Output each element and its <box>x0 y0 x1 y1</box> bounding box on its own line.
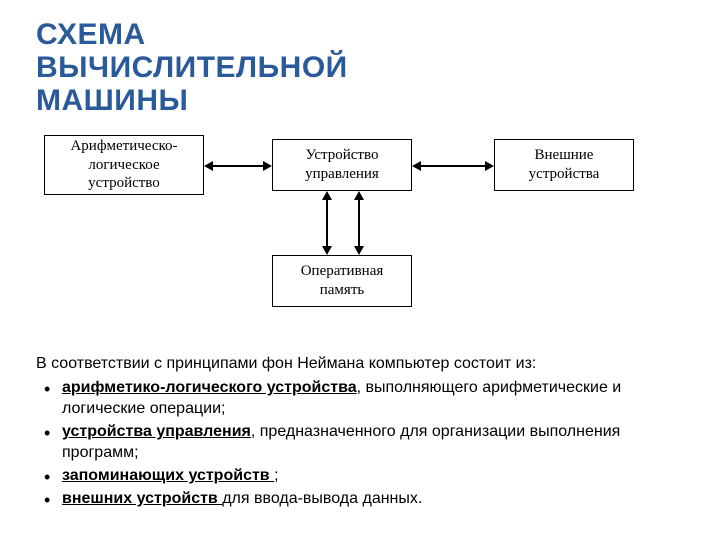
von-neumann-diagram: Арифметическо-логическоеустройство Устрой… <box>36 135 676 325</box>
list-item: устройства управления, предназначенного … <box>36 421 684 464</box>
arrow-head-icon <box>322 191 332 200</box>
list-term: внешних устройств <box>62 490 222 507</box>
page-title: СХЕМА ВЫЧИСЛИТЕЛЬНОЙ МАШИНЫ <box>36 18 684 117</box>
arrow-head-icon <box>263 161 272 171</box>
list-rest: для ввода-вывода данных. <box>222 490 422 507</box>
arrow-head-icon <box>204 161 213 171</box>
list-item: запоминающих устройств ; <box>36 465 684 487</box>
node-cu: Устройствоуправления <box>272 139 412 191</box>
arrow-head-icon <box>354 246 364 255</box>
edge-line <box>420 165 486 167</box>
component-list: арифметико-логического устройства, выпол… <box>36 377 684 510</box>
list-item: арифметико-логического устройства, выпол… <box>36 377 684 420</box>
edge-line <box>358 199 360 247</box>
list-term: арифметико-логического устройства <box>62 379 357 396</box>
list-term: запоминающих устройств <box>62 467 274 484</box>
list-term: устройства управления <box>62 423 251 440</box>
arrow-head-icon <box>322 246 332 255</box>
list-rest: ; <box>274 467 278 484</box>
intro-line: В соответствии с принципами фон Неймана … <box>36 353 684 375</box>
edge-line <box>212 165 264 167</box>
list-item: внешних устройств для ввода-вывода данны… <box>36 488 684 510</box>
arrow-head-icon <box>354 191 364 200</box>
node-ext: Внешниеустройства <box>494 139 634 191</box>
node-alu: Арифметическо-логическоеустройство <box>44 135 204 195</box>
description-text: В соответствии с принципами фон Неймана … <box>36 353 684 509</box>
title-line-3: МАШИНЫ <box>36 84 188 117</box>
edge-line <box>326 199 328 247</box>
node-ram: Оперативнаяпамять <box>272 255 412 307</box>
title-line-1: СХЕМА <box>36 18 146 51</box>
title-line-2: ВЫЧИСЛИТЕЛЬНОЙ <box>36 51 348 84</box>
arrow-head-icon <box>485 161 494 171</box>
arrow-head-icon <box>412 161 421 171</box>
